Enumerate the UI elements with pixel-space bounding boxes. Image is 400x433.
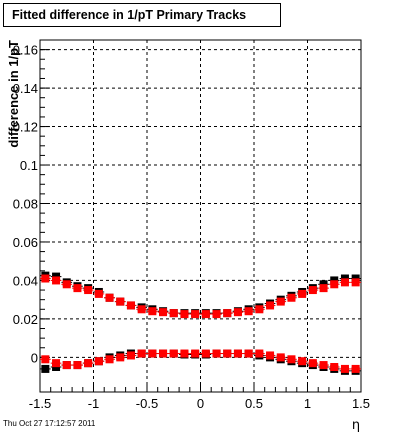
data-point <box>116 353 124 361</box>
data-point <box>138 350 146 358</box>
data-point <box>127 351 135 359</box>
data-point <box>63 361 71 369</box>
y-tick-label: 0.04 <box>13 273 38 288</box>
data-point <box>41 365 49 373</box>
data-point <box>63 280 71 288</box>
x-tick-label: 0.5 <box>245 396 263 411</box>
data-point <box>309 359 317 367</box>
x-tick-label: -1 <box>88 396 100 411</box>
data-point <box>95 290 103 298</box>
data-point <box>245 350 253 358</box>
x-tick-label: 0 <box>197 396 204 411</box>
data-point <box>255 305 263 313</box>
data-point <box>287 294 295 302</box>
grid-layer <box>40 40 361 392</box>
data-point <box>95 357 103 365</box>
data-point <box>234 308 242 316</box>
data-point <box>41 355 49 363</box>
data-point <box>287 355 295 363</box>
data-point <box>320 361 328 369</box>
data-point <box>320 284 328 292</box>
data-point <box>277 298 285 306</box>
data-point <box>277 353 285 361</box>
data-point <box>352 278 360 286</box>
data-point <box>116 298 124 306</box>
data-point <box>52 359 60 367</box>
data-point <box>148 350 156 358</box>
x-axis-label: η <box>352 418 360 433</box>
data-point <box>159 350 167 358</box>
data-point <box>191 350 199 358</box>
data-point <box>73 284 81 292</box>
y-tick-label: 0.08 <box>13 196 38 211</box>
data-point <box>191 310 199 318</box>
data-point <box>170 309 178 317</box>
data-point <box>341 365 349 373</box>
data-point <box>202 350 210 358</box>
data-point <box>52 276 60 284</box>
data-point <box>266 301 274 309</box>
y-tick-label: 0.06 <box>13 235 38 250</box>
x-tick-label: -0.5 <box>136 396 158 411</box>
data-point <box>223 309 231 317</box>
x-tick-label: 1 <box>304 396 311 411</box>
data-point <box>180 350 188 358</box>
timestamp: Thu Oct 27 17:12:57 2011 <box>3 419 95 428</box>
data-point <box>223 350 231 358</box>
data-point <box>352 365 360 373</box>
data-point <box>266 351 274 359</box>
data-point <box>84 286 92 294</box>
data-point <box>202 310 210 318</box>
data-point <box>41 275 49 283</box>
data-point <box>255 350 263 358</box>
y-tick-label: 0.1 <box>20 158 38 173</box>
data-point <box>170 350 178 358</box>
x-tick-label: 1.5 <box>352 396 370 411</box>
data-point <box>298 290 306 298</box>
x-tick-label: -1.5 <box>29 396 51 411</box>
data-point <box>180 310 188 318</box>
data-point <box>213 350 221 358</box>
y-axis-label: difference in 1/pT <box>6 40 21 148</box>
y-tick-label: 0.02 <box>13 312 38 327</box>
data-point <box>298 357 306 365</box>
data-point <box>106 294 114 302</box>
data-point <box>330 280 338 288</box>
y-tick-label: 0 <box>31 350 38 365</box>
data-point <box>213 310 221 318</box>
data-point <box>309 286 317 294</box>
series-4 <box>40 350 361 373</box>
data-point <box>245 307 253 315</box>
data-point <box>341 278 349 286</box>
data-point <box>84 359 92 367</box>
data-point <box>106 355 114 363</box>
data-point <box>330 363 338 371</box>
data-point <box>234 350 242 358</box>
data-point <box>159 308 167 316</box>
data-point <box>148 307 156 315</box>
data-point <box>127 301 135 309</box>
data-point <box>138 305 146 313</box>
data-point <box>73 361 81 369</box>
